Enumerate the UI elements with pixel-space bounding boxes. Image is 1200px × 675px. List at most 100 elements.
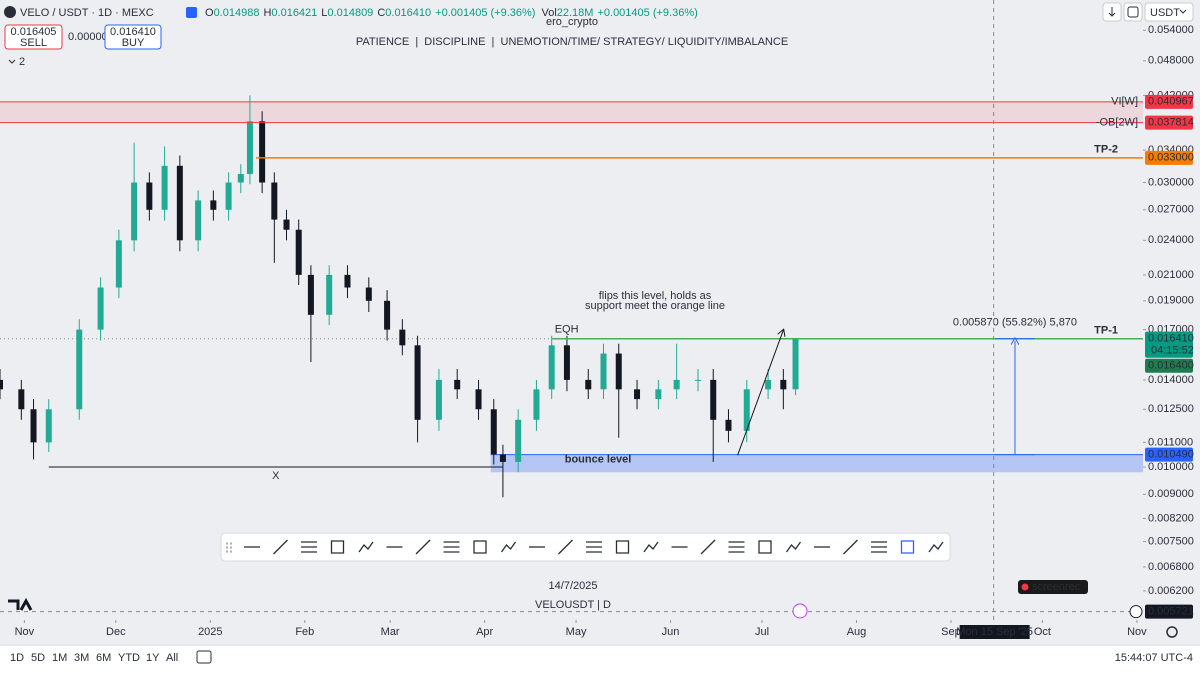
- date-range-icon[interactable]: [196, 650, 212, 664]
- y-tick-label: 0.014000: [1148, 374, 1194, 386]
- candle-body: [499, 454, 506, 462]
- toolbar-tool[interactable]: [871, 541, 887, 553]
- toolbar-tool[interactable]: [473, 540, 487, 554]
- toolbar-tool[interactable]: [785, 541, 802, 553]
- y-tick-label: 0.006200: [1148, 585, 1194, 597]
- event-icon[interactable]: [792, 603, 808, 619]
- measure-label: 0.005870 (55.82%) 5,870: [953, 317, 1077, 329]
- ohlc-change: +0.001405 (+9.36%): [435, 7, 535, 19]
- y-tick-label: 0.021000: [1148, 269, 1194, 281]
- range-button[interactable]: YTD: [118, 652, 140, 664]
- toolbar-tool[interactable]: [928, 541, 944, 553]
- sell-button[interactable]: [4, 24, 63, 50]
- ohlc-line: O0.014988 H0.016421 L0.014809 C0.016410 +0.0…: [205, 7, 698, 19]
- candle-body: [210, 200, 217, 210]
- layout-button[interactable]: [1123, 2, 1143, 22]
- toolbar-tool[interactable]: [900, 540, 915, 554]
- range-button[interactable]: 6M: [96, 652, 111, 664]
- toolbar-tool[interactable]: [330, 540, 345, 554]
- range-button[interactable]: 1M: [52, 652, 67, 664]
- toolbar-tool[interactable]: [443, 541, 460, 553]
- plot-area: 0.0540000.0480000.0420000.0340000.030000…: [0, 0, 1194, 639]
- range-button[interactable]: 1D: [10, 652, 24, 664]
- x-tick-label: Apr: [476, 626, 493, 638]
- toolbar-tool[interactable]: [758, 540, 772, 554]
- candle-body: [115, 240, 122, 288]
- symbol-title[interactable]: VELO / USDT · 1D · MEXC: [20, 7, 154, 19]
- badge-text: screenrec: [1032, 581, 1081, 593]
- toolbar-tool[interactable]: [301, 541, 317, 553]
- level-label: VI[W]: [1111, 96, 1138, 108]
- level-label: -OB[2W]: [1096, 116, 1138, 128]
- badge-dot: [1021, 583, 1029, 591]
- toolbar-tool[interactable]: [586, 541, 602, 553]
- x-tick-label: Jun: [662, 626, 680, 638]
- buy-button[interactable]: [104, 24, 162, 50]
- price-tag: [1145, 358, 1193, 373]
- author: ero_crypto: [546, 16, 598, 28]
- ohlc-value: 0.014988: [214, 7, 260, 19]
- candle-body: [563, 345, 570, 380]
- candle-body: [326, 274, 333, 315]
- range-button[interactable]: 3M: [74, 652, 89, 664]
- y-tick-label: 0.048000: [1148, 55, 1194, 67]
- toolbar-tool[interactable]: [415, 539, 431, 555]
- candle-body: [18, 389, 25, 410]
- indicators-toggle[interactable]: [8, 59, 16, 64]
- volume-label: Vol: [541, 7, 556, 19]
- toolbar-tool[interactable]: [728, 541, 745, 553]
- x-tick-label: Nov: [15, 626, 35, 638]
- x-tick-label: 2025: [198, 626, 222, 638]
- candle-body: [585, 379, 592, 390]
- trend-arrow: [737, 330, 784, 456]
- spread: 0.000005: [68, 31, 114, 43]
- price-tag: [1145, 94, 1193, 109]
- ohlc-label: H: [263, 7, 271, 19]
- status-icon[interactable]: [186, 7, 197, 18]
- candle-body: [365, 287, 372, 301]
- candle-body: [615, 353, 622, 390]
- ohlc-value: 0.016421: [271, 7, 317, 19]
- toolbar-tool[interactable]: [843, 539, 858, 555]
- download-icon: [1108, 7, 1116, 17]
- ohlc-label: O: [205, 7, 214, 19]
- level-left-label: EQH: [555, 324, 579, 336]
- y-tick-label: 0.011000: [1148, 436, 1193, 448]
- candle-body: [30, 409, 37, 443]
- sell-price: 0.016405: [11, 26, 57, 38]
- y-tick-label: 0.019000: [1148, 295, 1194, 307]
- settings-icon[interactable]: [1166, 626, 1178, 638]
- currency-select[interactable]: [1144, 2, 1194, 22]
- y-tick-label: 0.007500: [1148, 535, 1194, 547]
- price-tag-label: 0.016410: [1148, 333, 1194, 345]
- range-button[interactable]: All: [166, 652, 178, 664]
- candle-body: [780, 379, 787, 390]
- y-tick-label: 0.008200: [1148, 512, 1194, 524]
- x-tick-label: Oct: [1034, 626, 1051, 638]
- candle-body: [792, 338, 799, 390]
- y-tick-label: 0.054000: [1148, 24, 1194, 36]
- candle-body: [435, 379, 442, 420]
- toolbar-tool[interactable]: [643, 541, 659, 553]
- candle-body: [454, 379, 461, 390]
- x-tick-label: Dec: [106, 626, 126, 638]
- buy-label: BUY: [122, 37, 145, 49]
- toolbar-tool[interactable]: [273, 539, 288, 555]
- y-tick-label: 0.027000: [1148, 204, 1194, 216]
- crosshair-add[interactable]: [1129, 605, 1143, 619]
- y-tick-label: 0.009000: [1148, 488, 1194, 500]
- bounce-zone: [490, 454, 1143, 473]
- toolbar-tool[interactable]: [615, 540, 630, 554]
- tv-logo[interactable]: [8, 597, 33, 611]
- toolbar-tool[interactable]: [558, 539, 573, 555]
- toolbar-tool[interactable]: [700, 539, 716, 555]
- range-button[interactable]: 5D: [31, 652, 45, 664]
- toolbar-tool[interactable]: [500, 541, 517, 553]
- range-button[interactable]: 1Y: [146, 652, 160, 664]
- candle-body: [176, 165, 183, 241]
- y-tick-label: 0.012500: [1148, 403, 1194, 415]
- toolbar-tool[interactable]: [358, 541, 374, 553]
- candle-body: [399, 329, 406, 346]
- x-tick-label: Feb: [295, 626, 314, 638]
